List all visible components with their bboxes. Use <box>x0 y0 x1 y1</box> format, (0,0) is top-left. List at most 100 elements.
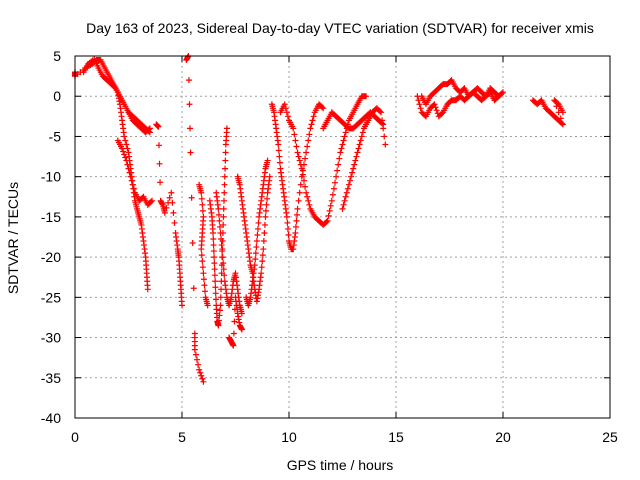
data-point <box>210 236 217 243</box>
series-arc-dip-1 <box>206 125 230 329</box>
data-point <box>334 167 341 174</box>
data-point <box>285 231 292 238</box>
data-point <box>297 161 304 168</box>
x-tick-label: 5 <box>178 429 186 445</box>
grid-layer <box>75 56 610 418</box>
data-point <box>348 173 355 180</box>
data-point <box>258 264 265 271</box>
data-point <box>156 160 163 167</box>
data-point <box>557 115 564 122</box>
data-point <box>276 153 283 160</box>
x-tick-label: 25 <box>602 429 618 445</box>
data-point <box>363 93 370 100</box>
data-point <box>198 252 205 259</box>
data-point <box>349 169 356 176</box>
data-point <box>298 165 305 172</box>
data-point <box>189 240 196 247</box>
data-point <box>198 372 205 379</box>
data-point <box>129 181 136 188</box>
data-point <box>217 302 224 309</box>
data-point <box>210 242 217 249</box>
data-point <box>123 141 130 148</box>
data-point <box>252 250 259 257</box>
data-point <box>329 191 336 198</box>
series-arc-rise-4 <box>339 105 389 212</box>
data-point <box>253 238 260 245</box>
data-point <box>414 93 421 100</box>
data-point <box>221 181 228 188</box>
data-point <box>290 125 297 132</box>
data-point <box>211 254 218 261</box>
data-point <box>216 307 223 314</box>
data-point <box>380 125 387 132</box>
data-point <box>340 137 347 144</box>
plot-frame <box>74 55 611 419</box>
data-point <box>432 104 439 111</box>
data-point <box>220 197 227 204</box>
data-point <box>219 254 226 261</box>
data-point <box>258 270 265 277</box>
data-point <box>305 137 312 144</box>
data-point <box>191 346 198 353</box>
data-point <box>339 141 346 148</box>
data-point <box>144 286 151 293</box>
data-point <box>123 157 130 164</box>
data-point <box>147 198 154 205</box>
data-point <box>211 266 218 273</box>
data-point <box>125 165 132 172</box>
data-point <box>195 361 202 368</box>
chart-title: Day 163 of 2023, Sidereal Day-to-day VTE… <box>86 20 594 36</box>
data-point <box>439 110 446 117</box>
data-point <box>163 204 170 211</box>
data-point <box>196 366 203 373</box>
data-point <box>198 189 205 196</box>
data-point <box>215 205 222 212</box>
series-arc-dip-5 <box>243 157 271 309</box>
data-point <box>324 217 331 224</box>
data-point <box>379 117 386 124</box>
data-point <box>220 213 227 220</box>
data-point <box>126 169 133 176</box>
data-point <box>358 133 365 140</box>
data-point <box>305 197 312 204</box>
y-tick-label: -10 <box>41 169 61 185</box>
data-point <box>341 197 348 204</box>
x-tick-label: 20 <box>495 429 511 445</box>
data-point <box>354 149 361 156</box>
data-point <box>252 256 259 263</box>
series-arc-late-2 <box>414 85 502 120</box>
data-point <box>292 223 299 230</box>
data-point <box>255 219 262 226</box>
data-point <box>355 145 362 152</box>
data-point <box>199 375 206 382</box>
data-point <box>494 92 501 99</box>
y-tick-label: -15 <box>41 209 61 225</box>
data-point <box>221 173 228 180</box>
data-point <box>276 159 283 166</box>
data-point <box>337 149 344 156</box>
data-point <box>215 317 222 324</box>
data-point <box>216 223 223 230</box>
data-point <box>215 322 222 329</box>
data-point <box>296 189 303 196</box>
data-point <box>344 185 351 192</box>
data-point <box>352 157 359 164</box>
data-point <box>293 217 300 224</box>
data-point <box>333 173 340 180</box>
data-point <box>111 84 118 91</box>
data-point <box>284 225 291 232</box>
data-point <box>190 285 197 292</box>
data-point <box>155 123 162 130</box>
series-arc-mid-1 <box>153 121 185 309</box>
data-point <box>559 121 566 128</box>
data-point <box>382 141 389 148</box>
series-arc-rise-2 <box>277 93 370 228</box>
y-tick-label: -40 <box>41 410 61 426</box>
series-arc-mid-2 <box>183 53 207 385</box>
data-point <box>230 330 237 337</box>
data-point <box>171 219 178 226</box>
data-point <box>220 266 227 273</box>
data-point <box>204 302 211 309</box>
series-arc-dip-3 <box>226 294 245 349</box>
data-point <box>220 260 227 267</box>
